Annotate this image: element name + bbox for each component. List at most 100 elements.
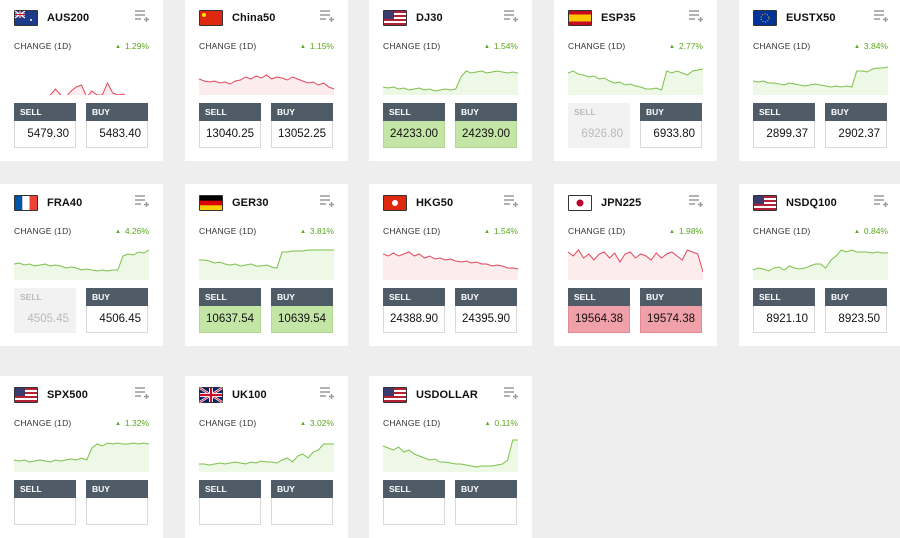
instrument-symbol[interactable]: USDOLLAR	[416, 389, 478, 401]
instrument-card[interactable]: SPX500 CHANGE (1D) ▲ 1.32% SELL BUY	[0, 376, 163, 538]
buy-button[interactable]: BUY	[86, 480, 148, 525]
instrument-symbol[interactable]: HKG50	[416, 197, 454, 209]
instrument-card[interactable]: DJ30 CHANGE (1D) ▲ 1.54% SELL 24233.00 BUY 2423…	[369, 0, 532, 161]
sell-button[interactable]: SELL 13040.25	[199, 103, 261, 148]
buy-label: BUY	[86, 480, 148, 498]
add-to-watchlist-icon[interactable]	[319, 194, 335, 208]
sparkline-line	[383, 251, 518, 270]
sell-price	[383, 498, 445, 525]
sparkline-chart	[753, 66, 888, 95]
add-to-watchlist-icon[interactable]	[503, 9, 519, 23]
triangle-up-icon: ▲	[668, 44, 675, 50]
sparkline-area	[14, 250, 149, 280]
sparkline-chart	[14, 81, 149, 95]
instrument-symbol[interactable]: NSDQ100	[786, 197, 837, 209]
buy-button[interactable]: BUY	[271, 480, 333, 525]
change-label: CHANGE (1D)	[568, 41, 626, 51]
sell-price: 24388.90	[383, 306, 445, 333]
buy-price	[271, 498, 333, 525]
add-to-watchlist-icon[interactable]	[319, 9, 335, 23]
change-value: ▲ 1.54%	[483, 226, 518, 236]
add-to-watchlist-icon[interactable]	[688, 9, 704, 23]
instrument-symbol[interactable]: JPN225	[601, 197, 642, 209]
sell-button[interactable]: SELL 2899.37	[753, 103, 815, 148]
sell-button[interactable]: SELL 6926.80	[568, 103, 630, 148]
buy-button[interactable]: BUY 5483.40	[86, 103, 148, 148]
add-to-watchlist-icon[interactable]	[688, 194, 704, 208]
add-to-watchlist-icon[interactable]	[503, 386, 519, 400]
instrument-card[interactable]: GER30 CHANGE (1D) ▲ 3.81% SELL 10637.54 BUY 106…	[185, 184, 348, 346]
add-to-watchlist-icon[interactable]	[134, 9, 150, 23]
buy-button[interactable]: BUY 13052.25	[271, 103, 333, 148]
buy-button[interactable]: BUY 24395.90	[455, 288, 517, 333]
sparkline-area	[383, 252, 518, 280]
buy-button[interactable]: BUY 24239.00	[455, 103, 517, 148]
buy-button[interactable]: BUY 8923.50	[825, 288, 887, 333]
add-to-watchlist-icon[interactable]	[134, 194, 150, 208]
add-to-watchlist-icon[interactable]	[873, 9, 889, 23]
instrument-card[interactable]: NSDQ100 CHANGE (1D) ▲ 0.84% SELL 8921.10 BUY 89…	[739, 184, 900, 346]
country-flag-icon	[568, 10, 592, 26]
instrument-card[interactable]: FRA40 CHANGE (1D) ▲ 4.26% SELL 4505.45 BUY 4506…	[0, 184, 163, 346]
buy-button[interactable]: BUY 10639.54	[271, 288, 333, 333]
sell-price: 10637.54	[199, 306, 261, 333]
country-flag-icon	[383, 387, 407, 403]
sparkline-line	[14, 442, 149, 463]
buy-button[interactable]: BUY 4506.45	[86, 288, 148, 333]
add-to-watchlist-icon[interactable]	[873, 194, 889, 208]
buy-button[interactable]: BUY 2902.37	[825, 103, 887, 148]
instrument-symbol[interactable]: EUSTX50	[786, 12, 836, 24]
instrument-symbol[interactable]: AUS200	[47, 12, 90, 24]
add-to-watchlist-icon[interactable]	[134, 386, 150, 400]
instrument-card[interactable]: AUS200 CHANGE (1D) ▲ 1.29% SELL 5479.30 BUY 548…	[0, 0, 163, 161]
instrument-symbol[interactable]: China50	[232, 12, 276, 24]
change-label: CHANGE (1D)	[568, 226, 626, 236]
instrument-card[interactable]: China50 CHANGE (1D) ▲ 1.15% SELL 13040.25 BUY 1…	[185, 0, 348, 161]
instrument-symbol[interactable]: DJ30	[416, 12, 443, 24]
triangle-up-icon: ▲	[853, 44, 860, 50]
instrument-symbol[interactable]: FRA40	[47, 197, 83, 209]
country-flag-icon	[14, 387, 38, 403]
instrument-symbol[interactable]: GER30	[232, 197, 269, 209]
add-to-watchlist-icon[interactable]	[319, 386, 335, 400]
sell-button[interactable]: SELL 19564.38	[568, 288, 630, 333]
sell-button[interactable]: SELL	[199, 480, 261, 525]
triangle-up-icon: ▲	[853, 229, 860, 235]
instrument-card[interactable]: JPN225 CHANGE (1D) ▲ 1.98% SELL 19564.38 BUY 19…	[554, 184, 717, 346]
sell-button[interactable]: SELL 5479.30	[14, 103, 76, 148]
country-flag-icon	[753, 10, 777, 26]
change-value: ▲ 1.15%	[299, 41, 334, 51]
instrument-symbol[interactable]: ESP35	[601, 12, 636, 24]
sparkline-chart	[568, 68, 703, 95]
buy-button[interactable]: BUY	[455, 480, 517, 525]
instrument-card[interactable]: UK100 CHANGE (1D) ▲ 3.02% SELL BUY	[185, 376, 348, 538]
sparkline-line	[383, 70, 518, 92]
buy-button[interactable]: BUY 19574.38	[640, 288, 702, 333]
instrument-symbol[interactable]: UK100	[232, 389, 267, 401]
sparkline-line	[568, 68, 703, 91]
instrument-card[interactable]: HKG50 CHANGE (1D) ▲ 1.54% SELL 24388.90 BUY 243…	[369, 184, 532, 346]
change-label: CHANGE (1D)	[14, 41, 72, 51]
buy-button[interactable]: BUY 6933.80	[640, 103, 702, 148]
triangle-up-icon: ▲	[299, 229, 306, 235]
instrument-card[interactable]: EUSTX50 CHANGE (1D) ▲ 3.84% SELL 2899.37 BUY 29…	[739, 0, 900, 161]
change-value: ▲ 3.84%	[853, 41, 888, 51]
instrument-symbol[interactable]: SPX500	[47, 389, 88, 401]
buy-label: BUY	[271, 288, 333, 306]
instrument-card[interactable]: USDOLLAR CHANGE (1D) ▲ 0.11% SELL BUY	[369, 376, 532, 538]
sparkline-line	[753, 66, 888, 88]
instrument-card[interactable]: ESP35 CHANGE (1D) ▲ 2.77% SELL 6926.80 BUY 6933…	[554, 0, 717, 161]
sell-button[interactable]: SELL 4505.45	[14, 288, 76, 333]
sparkline-line	[48, 81, 126, 95]
sell-price: 6926.80	[568, 121, 630, 148]
sell-button[interactable]: SELL 8921.10	[753, 288, 815, 333]
add-to-watchlist-icon[interactable]	[503, 194, 519, 208]
sparkline-line	[199, 74, 334, 90]
sell-button[interactable]: SELL 10637.54	[199, 288, 261, 333]
sell-button[interactable]: SELL	[14, 480, 76, 525]
buy-label: BUY	[271, 480, 333, 498]
sell-button[interactable]: SELL 24388.90	[383, 288, 445, 333]
sell-button[interactable]: SELL	[383, 480, 445, 525]
buy-price: 13052.25	[271, 121, 333, 148]
sell-button[interactable]: SELL 24233.00	[383, 103, 445, 148]
